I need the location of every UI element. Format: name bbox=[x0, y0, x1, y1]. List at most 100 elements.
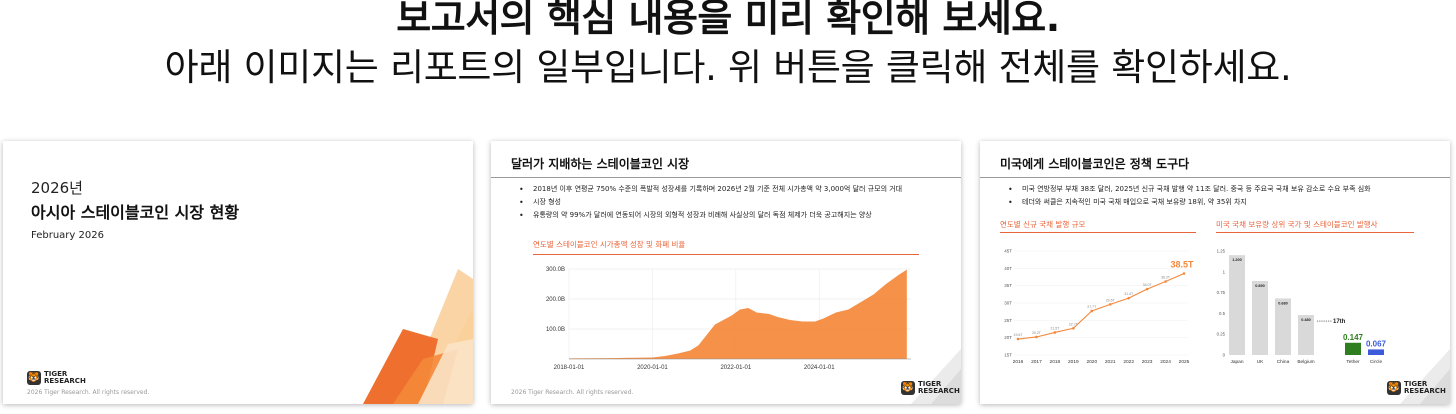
x-tick-label: 2017 bbox=[1031, 359, 1042, 365]
bullet-list: 2018년 이후 연평균 750% 수준의 폭발적 성장세를 기록하며 2026… bbox=[519, 183, 939, 222]
bullet-item: 테더와 써클은 지속적인 미국 국채 매입으로 국채 보유량 18위, 약 35… bbox=[1008, 196, 1448, 209]
copyright: 2026 Tiger Research. All rights reserved… bbox=[511, 389, 634, 396]
data-label: 34.0T bbox=[1143, 283, 1153, 287]
x-tick-label: 2023 bbox=[1142, 359, 1153, 365]
data-point bbox=[1108, 303, 1112, 306]
data-label: 19.6T bbox=[1014, 333, 1024, 337]
data-point bbox=[1164, 280, 1167, 283]
data-label: 38.5T bbox=[1170, 260, 1194, 270]
cover-year: 2026년 bbox=[31, 179, 83, 197]
copyright: 2026 Tiger Research. All rights reserved… bbox=[27, 389, 150, 396]
y-tick-label: 0.75 bbox=[1217, 290, 1226, 295]
market-cap-area bbox=[569, 269, 907, 359]
bullet-item: 유통량의 약 99%가 달러에 연동되어 시장의 외형적 성장과 비례해 사실상… bbox=[519, 209, 939, 222]
y-tick-label: 45T bbox=[1004, 249, 1012, 254]
bar bbox=[1275, 298, 1291, 355]
value-label: 0.680 bbox=[1278, 301, 1288, 305]
annotation-label: 17th bbox=[1333, 319, 1346, 325]
market-cap-area-chart: 300.0B 200.0B 100.0B 2018-01-01 2020-01-01 20… bbox=[546, 267, 911, 371]
y-tick-label: 15T bbox=[1004, 353, 1012, 358]
slide-preview-market[interactable]: 달러가 지배하는 스테이블코인 시장 2018년 이후 연평균 750% 수준의… bbox=[491, 141, 961, 404]
data-label: 36.2T bbox=[1161, 276, 1171, 280]
y-tick-label: 300.0B bbox=[546, 267, 565, 273]
data-label: 21.5T bbox=[1050, 326, 1060, 330]
right-chart-label: 미국 국채 보유량 상위 국가 및 스테이블코인 발행사 bbox=[1216, 220, 1378, 229]
x-tick-label: Belgium bbox=[1297, 359, 1314, 365]
slide-preview-policy[interactable]: 미국에게 스테이블코인은 정책 도구다 미국 연방정부 부채 38조 달러, 2… bbox=[980, 141, 1450, 404]
tiger-icon: 🐯 bbox=[27, 371, 41, 385]
y-tick-label: 1.25 bbox=[1217, 249, 1226, 254]
tiger-research-logo: 🐯 TIGER RESEARCH bbox=[27, 370, 86, 385]
treasury-issuance-line-chart: 45T 40T 35T 30T 25T 20T 15T 19.6T 2016 20.2T 2017 2… bbox=[1004, 249, 1194, 366]
bullet-continuation: 시장 형성 bbox=[519, 196, 939, 209]
value-label: 1.200 bbox=[1232, 258, 1242, 262]
value-label: 0.067 bbox=[1366, 339, 1387, 348]
y-tick-label: 100.0B bbox=[546, 327, 565, 333]
title-divider bbox=[491, 177, 961, 178]
data-label: 22.7T bbox=[1069, 322, 1079, 326]
slide-corner-decoration bbox=[1400, 349, 1450, 404]
y-tick-label: 1 bbox=[1223, 269, 1226, 274]
tiger-research-logo: 🐯 TIGER RESEARCH bbox=[901, 380, 960, 395]
chart-label: 연도별 스테이블코인 시가총액 성장 및 화폐 비율 bbox=[533, 240, 686, 249]
x-tick-label: 2024 bbox=[1160, 359, 1171, 365]
x-tick-label: China bbox=[1277, 359, 1290, 365]
data-point bbox=[1053, 331, 1057, 334]
slide-title: 달러가 지배하는 스테이블코인 시장 bbox=[511, 157, 690, 171]
data-label: 31.4T bbox=[1124, 292, 1134, 296]
headline: 보고서의 핵심 내용을 미리 확인해 보세요. bbox=[396, 0, 1060, 40]
x-tick-label: 2021 bbox=[1105, 359, 1116, 365]
x-tick-label: 2022-01-01 bbox=[720, 365, 751, 371]
data-point bbox=[1035, 335, 1038, 339]
bar bbox=[1298, 315, 1314, 355]
left-chart-label: 연도별 신규 국채 발행 규모 bbox=[1000, 220, 1086, 229]
y-tick-label: 0 bbox=[1223, 353, 1226, 358]
bar bbox=[1252, 280, 1268, 355]
x-tick-label: 2020 bbox=[1086, 359, 1097, 365]
x-tick-label: 2018 bbox=[1050, 359, 1061, 365]
value-label: 0.480 bbox=[1301, 318, 1311, 322]
y-tick-label: 40T bbox=[1004, 266, 1012, 271]
x-tick-label: UK bbox=[1257, 359, 1264, 365]
value-label: 0.890 bbox=[1255, 284, 1265, 288]
tiger-research-logo: 🐯 TIGER RESEARCH bbox=[1387, 380, 1446, 395]
x-tick-label: Tether bbox=[1346, 359, 1360, 365]
chart-label-rule bbox=[533, 254, 919, 255]
x-tick-label: 2018-01-01 bbox=[554, 365, 585, 371]
value-label: 0.147 bbox=[1343, 333, 1364, 342]
x-tick-label: 2022 bbox=[1123, 359, 1134, 365]
data-label: 20.2T bbox=[1032, 331, 1042, 335]
data-point bbox=[1072, 327, 1075, 330]
y-tick-label: 20T bbox=[1004, 335, 1012, 340]
data-point bbox=[1145, 287, 1149, 291]
tiger-icon: 🐯 bbox=[901, 381, 915, 395]
slide-preview-cover[interactable]: 2026년 아시아 스테이블코인 시장 현황 February 2026 🐯 T… bbox=[3, 141, 473, 404]
y-tick-label: 25T bbox=[1004, 318, 1012, 323]
left-chart-rule bbox=[1000, 232, 1196, 233]
slide-corner-decoration bbox=[911, 349, 961, 404]
bullet-item: 2018년 이후 연평균 750% 수준의 폭발적 성장세를 기록하며 2026… bbox=[519, 183, 939, 196]
x-tick-label: 2024-01-01 bbox=[804, 365, 835, 371]
title-divider bbox=[980, 177, 1450, 178]
cover-title: 아시아 스테이블코인 시장 현황 bbox=[31, 203, 240, 222]
cover-date: February 2026 bbox=[31, 230, 104, 241]
data-point bbox=[1182, 272, 1186, 275]
y-tick-label: 200.0B bbox=[546, 297, 565, 303]
data-point bbox=[1127, 296, 1130, 300]
bar bbox=[1229, 255, 1245, 355]
bullet-item: 미국 연방정부 부채 38조 달러, 2025년 신규 국채 발행 약 11조 … bbox=[1008, 183, 1448, 196]
y-tick-label: 0.25 bbox=[1217, 332, 1226, 337]
x-tick-label: 2016 bbox=[1013, 359, 1024, 365]
y-tick-label: 0.5 bbox=[1219, 311, 1226, 316]
x-tick-label: 2025 bbox=[1179, 359, 1190, 365]
x-tick-label: 2020-01-01 bbox=[637, 365, 668, 371]
data-point bbox=[1016, 337, 1020, 341]
data-label: 27.7T bbox=[1087, 305, 1097, 309]
data-label: 29.6T bbox=[1106, 298, 1116, 302]
y-tick-label: 30T bbox=[1004, 301, 1012, 306]
issuance-line bbox=[1017, 273, 1185, 340]
cover-decoration bbox=[363, 269, 473, 404]
y-tick-label: 35T bbox=[1004, 283, 1012, 288]
subheadline: 아래 이미지는 리포트의 일부입니다. 위 버튼을 클릭해 전체를 확인하세요. bbox=[164, 46, 1292, 89]
x-tick-label: Japan bbox=[1230, 359, 1243, 365]
